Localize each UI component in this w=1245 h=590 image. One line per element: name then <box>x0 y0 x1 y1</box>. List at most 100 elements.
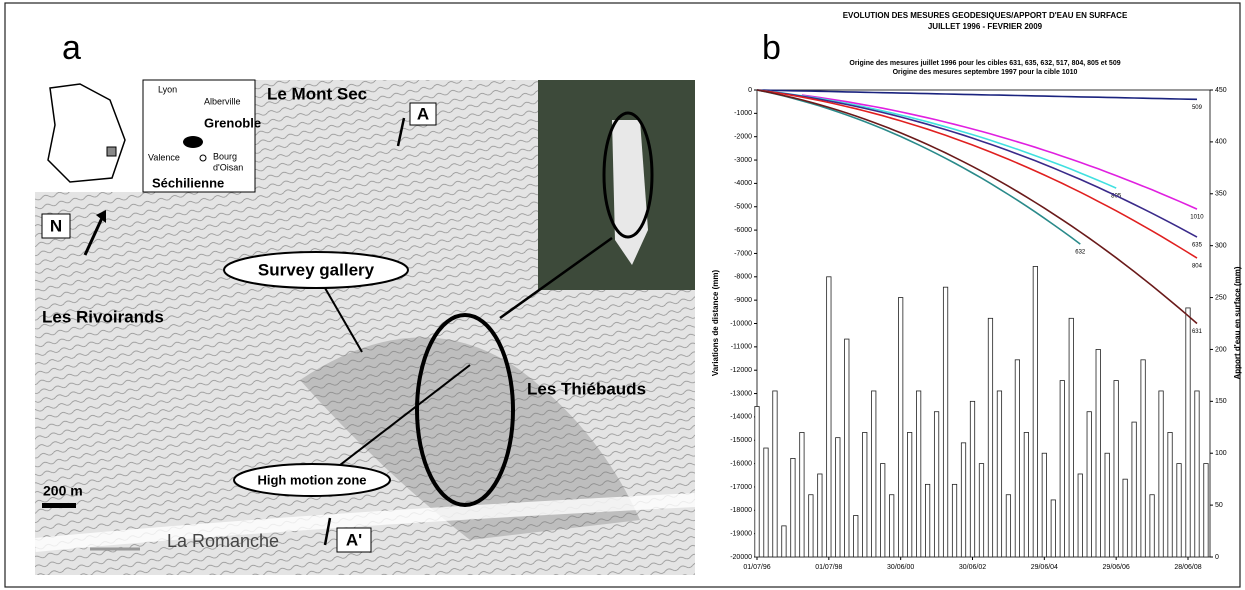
bar <box>790 458 796 558</box>
y2-tick-label: 150 <box>1215 398 1227 405</box>
x-tick-label: 29/06/04 <box>1031 564 1058 571</box>
inset-background <box>35 80 255 192</box>
panel-label: b <box>762 29 781 67</box>
y-tick-label: -10000 <box>730 320 752 327</box>
section-mark <box>323 517 332 546</box>
bar <box>844 338 850 558</box>
y-tick-label: 0 <box>748 87 752 94</box>
bar <box>1041 452 1047 558</box>
map-label: La Romanche <box>167 531 279 551</box>
bar <box>951 483 958 558</box>
map-label: Le Mont Sec <box>267 84 367 103</box>
bar <box>1140 359 1146 558</box>
location-square <box>106 146 117 157</box>
y-tick-label: -6000 <box>734 227 752 234</box>
bar <box>1068 317 1074 558</box>
bar <box>907 432 913 558</box>
y-tick-label: -16000 <box>730 460 752 467</box>
city-label: Bourg <box>213 151 237 161</box>
map-label: Les Thiébauds <box>527 379 646 398</box>
sechilienne-dot <box>199 154 207 162</box>
callout <box>233 463 391 497</box>
city-label: Alberville <box>204 96 241 106</box>
y-tick-label: -20000 <box>730 554 752 561</box>
y-tick-label: -2000 <box>734 134 752 141</box>
bar <box>835 437 841 558</box>
y-tick-label: -11000 <box>731 344 752 351</box>
bar <box>1050 499 1056 558</box>
bar <box>781 525 787 558</box>
y2-tick-label: 100 <box>1215 450 1227 457</box>
bar <box>880 463 886 558</box>
y2-tick-label: 250 <box>1215 294 1227 301</box>
bar <box>1122 478 1128 558</box>
bar <box>1185 307 1191 558</box>
bar <box>925 483 931 558</box>
y2-tick-label: 300 <box>1215 243 1227 250</box>
bar <box>1095 349 1101 558</box>
bar <box>1113 380 1119 558</box>
photo-ellipse <box>602 111 654 239</box>
bar <box>1077 473 1083 558</box>
x-tick-label: 30/06/02 <box>959 564 986 571</box>
river <box>34 493 696 552</box>
section-box <box>409 102 437 126</box>
bar <box>1194 390 1200 558</box>
line-series <box>756 89 1198 101</box>
bar <box>898 297 904 558</box>
zone-ellipse <box>415 313 515 507</box>
map-label: A' <box>346 530 362 549</box>
y-tick-label: -17000 <box>730 484 752 491</box>
city-label: Grenoble <box>204 115 261 130</box>
city-label: Valence <box>148 152 180 162</box>
bar <box>916 390 922 558</box>
plot: -20000-19000-18000-17000-16000-15000-140… <box>730 87 1227 571</box>
north-arrowhead <box>96 210 106 223</box>
y2-tick-label: 0 <box>1215 554 1219 561</box>
bar <box>996 390 1003 558</box>
bar <box>987 317 994 558</box>
bar <box>978 463 985 558</box>
bar <box>942 286 949 558</box>
x-tick-label: 29/06/06 <box>1103 564 1130 571</box>
series-label: 632 <box>1075 250 1086 256</box>
bar <box>960 442 967 558</box>
bar <box>1149 494 1155 558</box>
bar <box>853 515 859 558</box>
y2-tick-label: 50 <box>1215 502 1223 509</box>
bar <box>1032 266 1038 558</box>
arrow <box>324 287 363 353</box>
bar <box>1086 411 1092 558</box>
series-label: 1010 <box>1190 215 1204 221</box>
line-series <box>756 89 1081 245</box>
bar <box>1158 390 1164 558</box>
y-tick-label: -15000 <box>730 437 752 444</box>
france-outline <box>47 83 126 183</box>
y-tick-label: -13000 <box>730 390 752 397</box>
section-box <box>336 527 372 553</box>
bar <box>1023 432 1029 558</box>
line-series <box>756 89 1198 259</box>
bar <box>889 494 895 558</box>
x-tick-label: 30/06/00 <box>887 564 914 571</box>
bar <box>862 432 868 558</box>
bar <box>1203 463 1209 558</box>
y-axis-label: Variations de distance (mm) <box>711 270 720 377</box>
inset-frame <box>142 79 256 193</box>
x-tick-label: 01/07/98 <box>815 564 842 571</box>
bar <box>969 400 976 558</box>
x-tick-label: 01/07/96 <box>743 564 770 571</box>
line-series <box>756 89 1198 325</box>
scale-bar <box>42 503 76 508</box>
y-tick-label: -19000 <box>730 530 752 537</box>
bar <box>1059 380 1065 558</box>
y2-tick-label: 200 <box>1215 346 1227 353</box>
bar <box>754 406 760 558</box>
map-label: High motion zone <box>257 472 366 487</box>
bar <box>1014 359 1020 558</box>
y-tick-label: -4000 <box>734 180 752 187</box>
map-label: 200 m <box>43 483 83 499</box>
series-label: 509 <box>1192 105 1203 111</box>
y2-tick-label: 350 <box>1215 191 1227 198</box>
grenoble-dot <box>183 136 203 148</box>
